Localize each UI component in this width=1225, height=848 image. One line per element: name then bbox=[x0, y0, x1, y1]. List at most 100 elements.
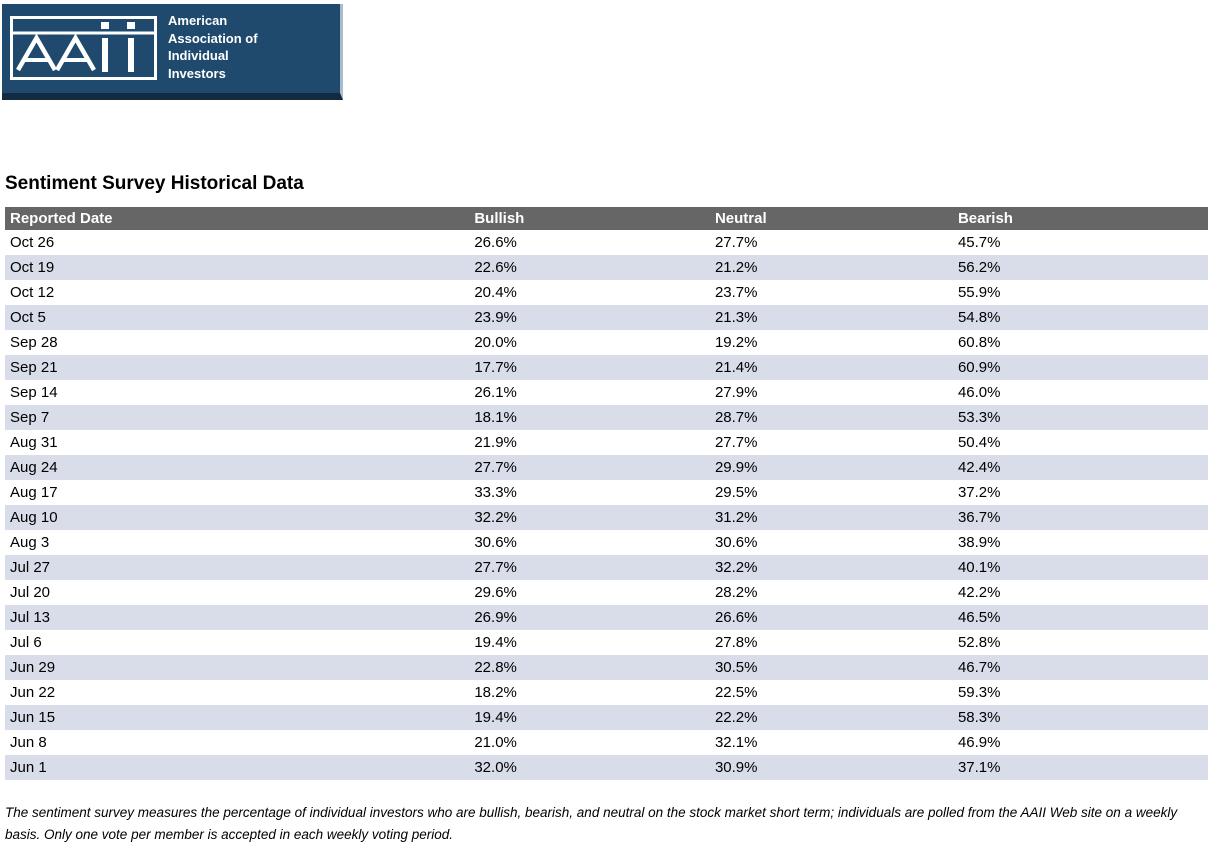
table-row: Oct 26 26.6% 27.7% 45.7% bbox=[5, 230, 1208, 255]
table-row: Jun 22 18.2% 22.5% 59.3% bbox=[5, 680, 1208, 705]
cell-bearish: 53.3% bbox=[957, 409, 1001, 426]
cell-bullish: 33.3% bbox=[474, 484, 517, 501]
logo-text-line: American bbox=[168, 13, 228, 28]
cell-neutral: 27.8% bbox=[714, 634, 758, 651]
cell-reported-date: Aug 24 bbox=[10, 459, 58, 476]
cell-neutral: 30.9% bbox=[714, 759, 758, 776]
cell-neutral: 21.2% bbox=[714, 259, 758, 276]
cell-reported-date: Oct 19 bbox=[10, 259, 55, 276]
table-row: Sep 28 20.0% 19.2% 60.8% bbox=[5, 330, 1208, 355]
cell-neutral: 28.2% bbox=[714, 584, 758, 601]
cell-reported-date: Jun 1 bbox=[10, 759, 47, 776]
cell-reported-date: Sep 21 bbox=[10, 359, 58, 376]
table-row: Oct 5 23.9% 21.3% 54.8% bbox=[5, 305, 1208, 330]
cell-bearish: 36.7% bbox=[957, 509, 1001, 526]
table-header-row: Reported Date Bullish Neutral Bearish bbox=[5, 207, 1208, 230]
cell-bullish: 21.0% bbox=[474, 734, 517, 751]
cell-reported-date: Jun 22 bbox=[10, 684, 56, 701]
cell-reported-date: Sep 7 bbox=[10, 409, 50, 426]
aaii-logo-text: American Association of Individual Inves… bbox=[168, 12, 258, 82]
cell-neutral: 31.2% bbox=[714, 509, 758, 526]
cell-neutral: 30.5% bbox=[714, 659, 758, 676]
cell-reported-date: Oct 12 bbox=[10, 284, 55, 301]
cell-bullish: 27.7% bbox=[474, 559, 517, 576]
cell-bearish: 40.1% bbox=[957, 559, 1001, 576]
logo-text-line: Investors bbox=[168, 65, 226, 81]
cell-bullish: 26.9% bbox=[474, 609, 517, 626]
cell-bullish: 29.6% bbox=[474, 584, 517, 601]
cell-bearish: 52.8% bbox=[957, 634, 1001, 651]
cell-bullish: 18.2% bbox=[474, 684, 517, 701]
cell-reported-date: Jul 6 bbox=[10, 634, 42, 651]
cell-bearish: 42.4% bbox=[957, 459, 1001, 476]
logo-text-line: Individual bbox=[168, 48, 229, 63]
cell-reported-date: Aug 31 bbox=[10, 434, 58, 451]
table-row: Aug 24 27.7% 29.9% 42.4% bbox=[5, 455, 1208, 480]
cell-neutral: 32.2% bbox=[714, 559, 758, 576]
cell-bullish: 20.0% bbox=[474, 334, 517, 351]
cell-bullish: 17.7% bbox=[474, 359, 517, 376]
cell-bearish: 45.7% bbox=[957, 234, 1001, 251]
cell-neutral: 26.6% bbox=[714, 609, 758, 626]
sentiment-survey-table: Reported Date Bullish Neutral Bearish Oc… bbox=[5, 207, 1208, 780]
cell-reported-date: Jun 29 bbox=[10, 659, 56, 676]
cell-bearish: 46.7% bbox=[957, 659, 1001, 676]
cell-neutral: 29.5% bbox=[714, 484, 758, 501]
table-row: Aug 3 30.6% 30.6% 38.9% bbox=[5, 530, 1208, 555]
cell-reported-date: Sep 28 bbox=[10, 334, 58, 351]
cell-reported-date: Jul 20 bbox=[10, 584, 51, 601]
cell-bearish: 54.8% bbox=[957, 309, 1001, 326]
cell-reported-date: Oct 26 bbox=[10, 234, 55, 251]
cell-bearish: 46.0% bbox=[957, 384, 1001, 401]
cell-bearish: 59.3% bbox=[957, 684, 1001, 701]
table-row: Jun 1 32.0% 30.9% 37.1% bbox=[5, 755, 1208, 780]
cell-reported-date: Jun 8 bbox=[10, 734, 47, 751]
cell-bullish: 18.1% bbox=[474, 409, 517, 426]
table-row: Oct 12 20.4% 23.7% 55.9% bbox=[5, 280, 1208, 305]
table-row: Aug 10 32.2% 31.2% 36.7% bbox=[5, 505, 1208, 530]
cell-bullish: 21.9% bbox=[474, 434, 517, 451]
table-row: Jul 6 19.4% 27.8% 52.8% bbox=[5, 630, 1208, 655]
cell-bullish: 20.4% bbox=[474, 284, 517, 301]
table-row: Sep 7 18.1% 28.7% 53.3% bbox=[5, 405, 1208, 430]
cell-neutral: 21.3% bbox=[714, 309, 758, 326]
cell-bearish: 60.9% bbox=[957, 359, 1001, 376]
cell-reported-date: Jul 13 bbox=[10, 609, 51, 626]
cell-bullish: 23.9% bbox=[474, 309, 517, 326]
table-row: Oct 19 22.6% 21.2% 56.2% bbox=[5, 255, 1208, 280]
cell-bullish: 22.8% bbox=[474, 659, 517, 676]
cell-neutral: 30.6% bbox=[714, 534, 758, 551]
cell-bearish: 38.9% bbox=[957, 534, 1001, 551]
cell-bearish: 46.5% bbox=[957, 609, 1001, 626]
aaii-logo[interactable]: American Association of Individual Inves… bbox=[2, 4, 343, 100]
cell-neutral: 22.5% bbox=[714, 684, 758, 701]
cell-neutral: 29.9% bbox=[714, 459, 758, 476]
cell-bearish: 58.3% bbox=[957, 709, 1001, 726]
logo-text-line: Association of bbox=[168, 30, 258, 46]
cell-bearish: 55.9% bbox=[957, 284, 1001, 301]
cell-bearish: 37.2% bbox=[957, 484, 1001, 501]
table-row: Aug 31 21.9% 27.7% 50.4% bbox=[5, 430, 1208, 455]
survey-footnote: The sentiment survey measures the percen… bbox=[5, 805, 1178, 842]
column-header-reported-date: Reported Date bbox=[5, 207, 470, 230]
table-row: Aug 17 33.3% 29.5% 37.2% bbox=[5, 480, 1208, 505]
cell-neutral: 27.9% bbox=[714, 384, 758, 401]
cell-bearish: 46.9% bbox=[957, 734, 1001, 751]
cell-bearish: 50.4% bbox=[957, 434, 1001, 451]
cell-reported-date: Sep 14 bbox=[10, 384, 58, 401]
cell-reported-date: Jun 15 bbox=[10, 709, 56, 726]
cell-bullish: 30.6% bbox=[474, 534, 517, 551]
cell-bullish: 22.6% bbox=[474, 259, 517, 276]
cell-neutral: 21.4% bbox=[714, 359, 758, 376]
cell-bullish: 19.4% bbox=[474, 709, 517, 726]
column-header-bearish: Bearish bbox=[952, 207, 1208, 230]
table-row: Jun 15 19.4% 22.2% 58.3% bbox=[5, 705, 1208, 730]
cell-bullish: 19.4% bbox=[474, 634, 517, 651]
cell-bullish: 26.6% bbox=[474, 234, 517, 251]
cell-bullish: 26.1% bbox=[474, 384, 517, 401]
cell-bearish: 37.1% bbox=[957, 759, 1001, 776]
column-header-neutral: Neutral bbox=[709, 207, 953, 230]
cell-neutral: 27.7% bbox=[714, 234, 758, 251]
cell-reported-date: Oct 5 bbox=[10, 309, 46, 326]
